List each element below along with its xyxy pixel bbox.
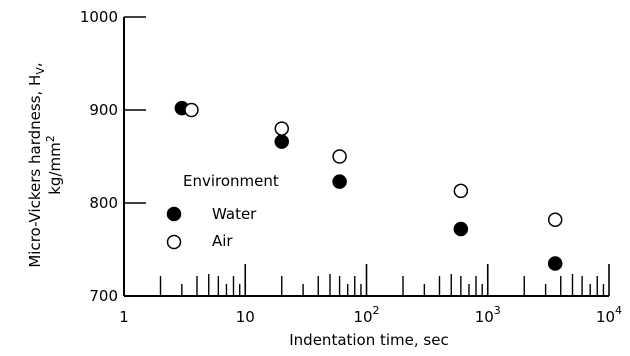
legend-label-water: Water xyxy=(212,205,257,223)
svg-text:Micro-Vickers hardness, HV,: Micro-Vickers hardness, HV, xyxy=(26,62,47,267)
y-axis-title-tail: , xyxy=(26,62,44,67)
data-point-air xyxy=(453,183,469,199)
y-tick-label: 800 xyxy=(89,194,118,212)
y-tick-label: 1000 xyxy=(80,8,118,26)
x-tick-label: 10 xyxy=(236,308,255,326)
data-point-air xyxy=(274,121,289,136)
x-tick-label: 104 xyxy=(596,304,622,326)
legend-title: Environment xyxy=(183,172,279,190)
data-point-air xyxy=(332,149,347,164)
y-axis-title-unit-exp: 2 xyxy=(44,135,57,142)
data-point-water xyxy=(547,256,563,271)
x-axis-title: Indentation time, sec xyxy=(289,331,448,349)
data-point-water xyxy=(274,134,289,149)
data-points xyxy=(174,100,563,271)
x-tick-label: 1 xyxy=(119,308,129,326)
ticks xyxy=(123,16,610,297)
y-axis-title-subscript: V xyxy=(34,67,47,75)
legend: Environment Water Air xyxy=(166,172,279,250)
data-point-water xyxy=(332,174,347,189)
y-tick-label: 900 xyxy=(89,101,118,119)
y-tick-label: 700 xyxy=(89,287,118,305)
svg-text:kg/mm2: kg/mm2 xyxy=(44,135,64,195)
legend-label-air: Air xyxy=(212,232,233,250)
axes xyxy=(123,17,609,297)
legend-marker-air xyxy=(166,234,182,250)
data-point-air xyxy=(184,102,199,118)
data-point-air xyxy=(547,212,563,227)
data-point-water xyxy=(453,221,469,237)
tick-labels: 700 800 900 1000 1 10 102 103 104 xyxy=(80,8,622,326)
y-axis-title: Micro-Vickers hardness, HV, kg/mm2 xyxy=(26,62,64,267)
y-axis-title-main: Micro-Vickers hardness, H xyxy=(26,75,44,268)
y-axis-title-unit: kg/mm xyxy=(46,142,64,195)
x-tick-label: 102 xyxy=(353,304,379,326)
x-tick-label: 103 xyxy=(475,304,501,326)
legend-marker-water xyxy=(166,206,182,222)
